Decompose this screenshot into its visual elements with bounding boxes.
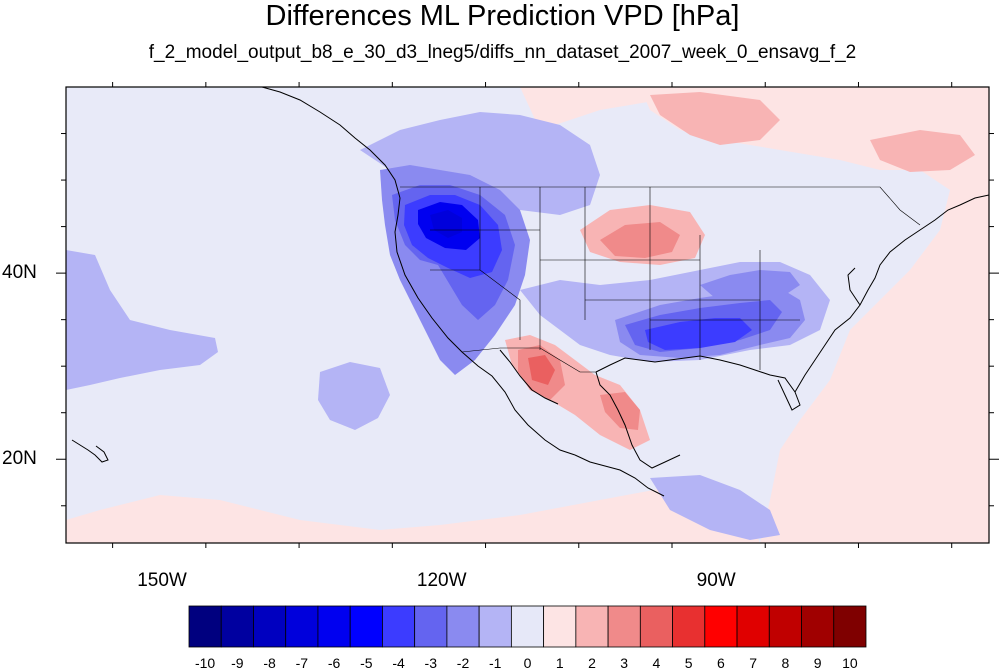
field-negative-westdeepest-2 [430,210,462,238]
colorbar-label: -5 [360,655,373,671]
colorbar-swatch [510,605,545,648]
colorbar-swatch [220,605,254,648]
field-positive-northeast [520,87,989,130]
field-positive-mexico-core2 [528,355,555,385]
colorbar-swatch [768,605,802,648]
borders [400,186,921,373]
colorbar-label: 5 [684,655,693,671]
colorbar-swatch [317,605,351,648]
map-subtitle: f_2_model_output_b8_e_30_d3_lneg5/diffs_… [148,42,857,63]
lon-label-150w: 150W [137,570,187,591]
colorbar-swatch [607,605,641,648]
colorbar-swatch [672,605,706,648]
field-positive-northeast-patch [870,130,975,172]
field-positive-east [640,87,989,543]
map-field [66,87,989,543]
colorbar-label: -6 [327,655,341,671]
lon-label-90w: 90W [696,570,736,591]
colorbar-label: 9 [813,655,822,671]
colorbar-label: -9 [231,655,244,671]
colorbar-swatch [188,605,222,648]
colorbar-swatch [736,605,770,648]
field-positive-mexico-south [600,392,640,430]
colorbar-swatch [801,605,835,648]
field-negative-pacific [66,250,218,390]
colorbar-label: 2 [588,655,596,671]
field-positive-plains-core [600,222,680,258]
colorbar-swatch [833,605,867,648]
colorbar-swatch [285,605,319,648]
map-frame [65,86,990,544]
colorbar-label: -2 [456,655,470,671]
colorbar-swatch [414,605,448,648]
field-positive-hudson [650,92,780,145]
colorbar-label: -1 [489,655,502,671]
colorbar-label: 10 [842,655,858,671]
colorbar-label: 1 [555,655,564,671]
colorbar-label: -4 [392,655,405,671]
colorbar-label: 7 [749,655,758,671]
colorbar-swatch [382,605,416,648]
colorbar [188,605,867,648]
field-negative-pacific-2 [318,362,390,430]
field-negative-centralamerica [650,475,780,540]
field-negative-seddeep [645,318,752,350]
colorbar-label: 6 [717,655,725,671]
colorbar-label: 0 [523,655,532,671]
map-title: Differences ML Prediction VPD [hPa] [265,0,740,32]
colorbar-swatch [704,605,738,648]
colorbar-label: -8 [263,655,276,671]
colorbar-label: -3 [424,655,437,671]
colorbar-swatch [349,605,383,648]
colorbar-swatch [639,605,673,648]
colorbar-label: -10 [194,655,216,671]
colorbar-swatch [543,605,577,648]
colorbar-label: 3 [620,655,629,671]
colorbar-swatch [446,605,480,648]
colorbar-swatch [253,605,287,648]
colorbar-label: -7 [295,655,309,671]
lon-label-120w: 120W [416,570,467,591]
lat-label-20n: 20N [2,448,37,470]
colorbar-label: 4 [652,655,661,671]
colorbar-swatch [478,605,512,648]
colorbar-swatch [575,605,609,648]
colorbar-label: 8 [781,655,790,671]
field-positive-south [66,485,760,543]
lat-label-40n: 40N [2,262,37,284]
field-negative-ohio [700,270,800,300]
axis-ticks [56,82,999,548]
